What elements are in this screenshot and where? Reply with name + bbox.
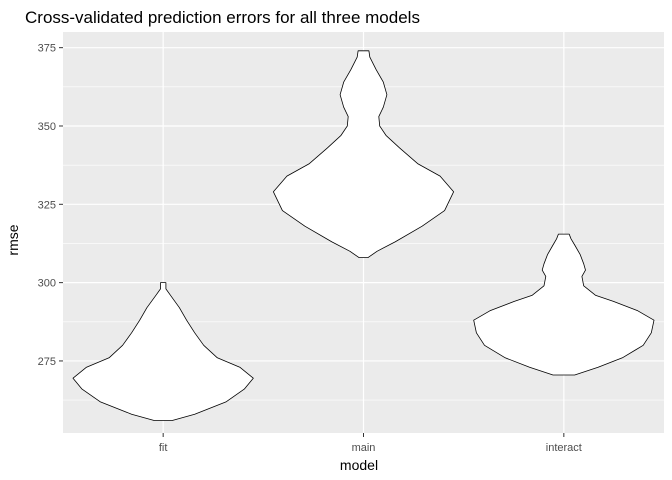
- y-tick-label: 375: [38, 43, 56, 55]
- x-axis-title: model: [340, 457, 378, 473]
- x-tick-label-fit: fit: [159, 442, 168, 454]
- violin-main: [273, 50, 454, 258]
- y-tick-label: 300: [38, 278, 56, 290]
- y-tick-label: 275: [38, 356, 56, 368]
- violin-interact: [473, 233, 655, 376]
- chart-title: Cross-validated prediction errors for al…: [25, 8, 420, 27]
- x-tick-label-interact: interact: [546, 442, 582, 454]
- y-axis-ticks: 275 300 325 350 375: [38, 43, 63, 368]
- violin-fit: [72, 282, 254, 421]
- y-tick-label: 325: [38, 199, 56, 211]
- x-tick-label-main: main: [352, 442, 376, 454]
- y-tick-label: 350: [38, 121, 56, 133]
- y-axis-title: rmse: [5, 224, 21, 255]
- x-axis-ticks: fit main interact: [159, 433, 582, 454]
- violins: [72, 50, 655, 421]
